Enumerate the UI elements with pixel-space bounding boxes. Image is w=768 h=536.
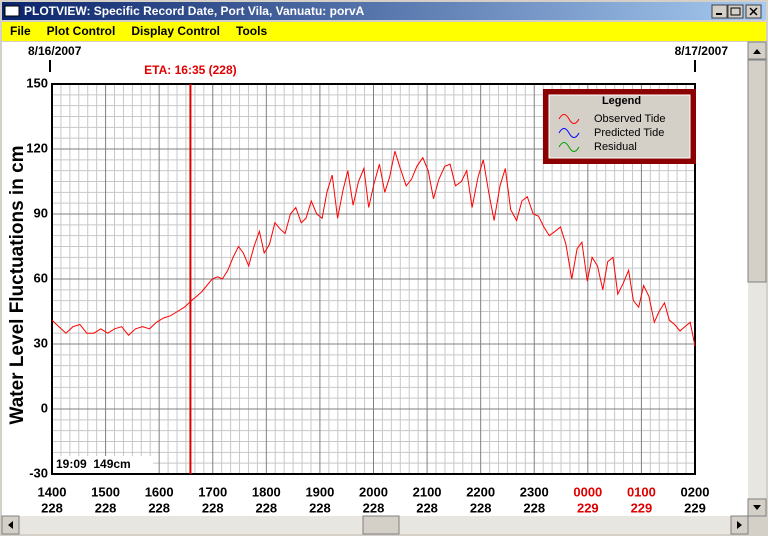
window-title: PLOTVIEW: Specific Record Date, Port Vil… xyxy=(24,4,365,18)
scroll-thumb[interactable] xyxy=(747,59,767,283)
x-tick-label: 2000 xyxy=(359,484,388,499)
x-tick-day: 228 xyxy=(41,500,63,515)
x-tick-label: 1800 xyxy=(252,484,281,499)
x-tick-day: 228 xyxy=(202,500,224,515)
x-tick-day: 229 xyxy=(684,500,706,515)
icon xyxy=(737,521,742,529)
tide-line xyxy=(51,151,696,347)
icon xyxy=(753,505,761,510)
x-tick-label: 2100 xyxy=(413,484,442,499)
x-tick-label: 0200 xyxy=(681,484,710,499)
x-tick-label: 1500 xyxy=(91,484,120,499)
x-tick-label: 1400 xyxy=(38,484,67,499)
eta-label: ETA: 16:35 (228) xyxy=(144,63,236,77)
x-tick-day: 229 xyxy=(631,500,653,515)
x-tick-day: 228 xyxy=(95,500,117,515)
legend-entry: Residual xyxy=(594,141,637,153)
x-tick-day: 228 xyxy=(416,500,438,515)
y-tick-label: 0 xyxy=(41,400,48,415)
x-tick-day: 228 xyxy=(470,500,492,515)
y-axis-label: Water Level Fluctuations in cm xyxy=(7,145,28,424)
legend-entry: Predicted Tide xyxy=(594,127,664,139)
title-bar xyxy=(2,2,766,20)
x-tick-day: 229 xyxy=(577,500,599,515)
minimize-button[interactable] xyxy=(711,4,728,19)
legend-title: Legend xyxy=(602,95,641,107)
legend-swatch xyxy=(558,142,580,152)
x-tick-label: 0100 xyxy=(627,484,656,499)
menu-item[interactable]: Tools xyxy=(236,24,267,38)
x-tick-day: 228 xyxy=(523,500,545,515)
y-tick-label: 90 xyxy=(34,205,48,220)
maximize-button[interactable] xyxy=(727,4,744,19)
y-tick-label: 150 xyxy=(26,75,48,90)
x-tick-day: 228 xyxy=(148,500,170,515)
window-buttons[interactable] xyxy=(711,4,762,19)
legend-entry: Observed Tide xyxy=(594,113,666,125)
menu-item[interactable]: File xyxy=(10,24,31,38)
cursor-readout: 19:09 149cm xyxy=(56,457,131,471)
x-tick-day: 228 xyxy=(363,500,385,515)
x-tick-label: 0000 xyxy=(573,484,602,499)
menu-item[interactable]: Plot Control xyxy=(47,24,116,38)
x-tick-label: 1700 xyxy=(198,484,227,499)
legend-swatch xyxy=(558,128,580,138)
y-tick-label: 30 xyxy=(34,335,48,350)
x-tick-day: 228 xyxy=(309,500,331,515)
x-tick-label: 1600 xyxy=(145,484,174,499)
scroll-thumb[interactable] xyxy=(362,515,400,535)
readout-box xyxy=(53,456,153,473)
y-tick-label: -30 xyxy=(29,465,48,480)
icon xyxy=(730,7,741,16)
icon xyxy=(753,49,761,54)
plot-border xyxy=(51,83,696,475)
icon xyxy=(8,521,13,529)
end-date: 8/17/2007 xyxy=(675,44,729,58)
x-tick-day: 228 xyxy=(255,500,277,515)
y-tick-label: 120 xyxy=(26,140,48,155)
y-tick-label: 60 xyxy=(34,270,48,285)
menu-bar xyxy=(2,22,766,41)
menu-item[interactable]: Display Control xyxy=(131,24,220,38)
x-tick-label: 2300 xyxy=(520,484,549,499)
start-date: 8/16/2007 xyxy=(28,44,82,58)
legend-swatch xyxy=(558,114,580,124)
legend-box xyxy=(548,94,691,159)
x-tick-label: 1900 xyxy=(305,484,334,499)
x-tick-label: 2200 xyxy=(466,484,495,499)
app-icon xyxy=(4,5,20,17)
icon xyxy=(749,7,758,16)
